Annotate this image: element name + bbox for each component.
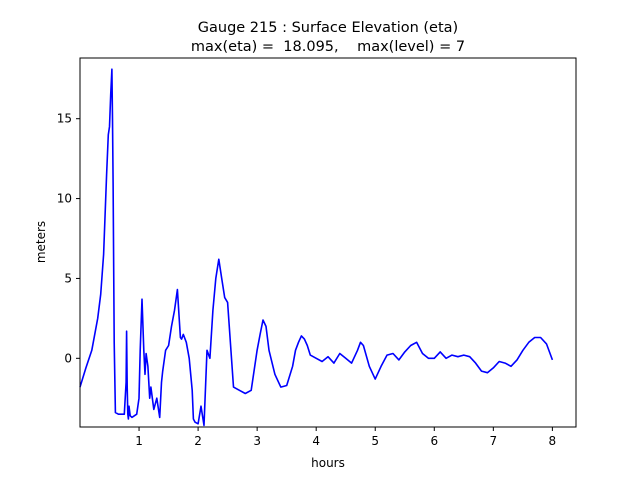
- plot-area-frame: [79, 57, 577, 428]
- series-line-eta: [79, 68, 554, 427]
- y-tick-label: 15: [57, 112, 72, 126]
- x-tick-label: 6: [430, 434, 438, 448]
- y-tick-label: 5: [64, 271, 72, 285]
- x-tick-label: 3: [253, 434, 261, 448]
- x-tick-label: 2: [194, 434, 202, 448]
- y-tick-label: 10: [57, 192, 72, 206]
- x-tick-label: 1: [135, 434, 143, 448]
- y-axis-ticks: 0 5 10 15: [57, 112, 80, 365]
- x-tick-label: 5: [371, 434, 379, 448]
- series-layer: [79, 68, 554, 427]
- y-axis-label: meters: [34, 221, 48, 263]
- y-tick-label: 0: [64, 351, 72, 365]
- chart-subtitle: max(eta) = 18.095, max(level) = 7: [191, 39, 465, 55]
- chart-title: Gauge 215 : Surface Elevation (eta): [198, 20, 458, 36]
- x-tick-label: 7: [490, 434, 498, 448]
- x-axis-label: hours: [311, 456, 345, 470]
- x-tick-label: 4: [312, 434, 320, 448]
- x-tick-label: 8: [549, 434, 557, 448]
- x-axis-ticks: 1 2 3 4 5 6 7 8: [135, 427, 556, 448]
